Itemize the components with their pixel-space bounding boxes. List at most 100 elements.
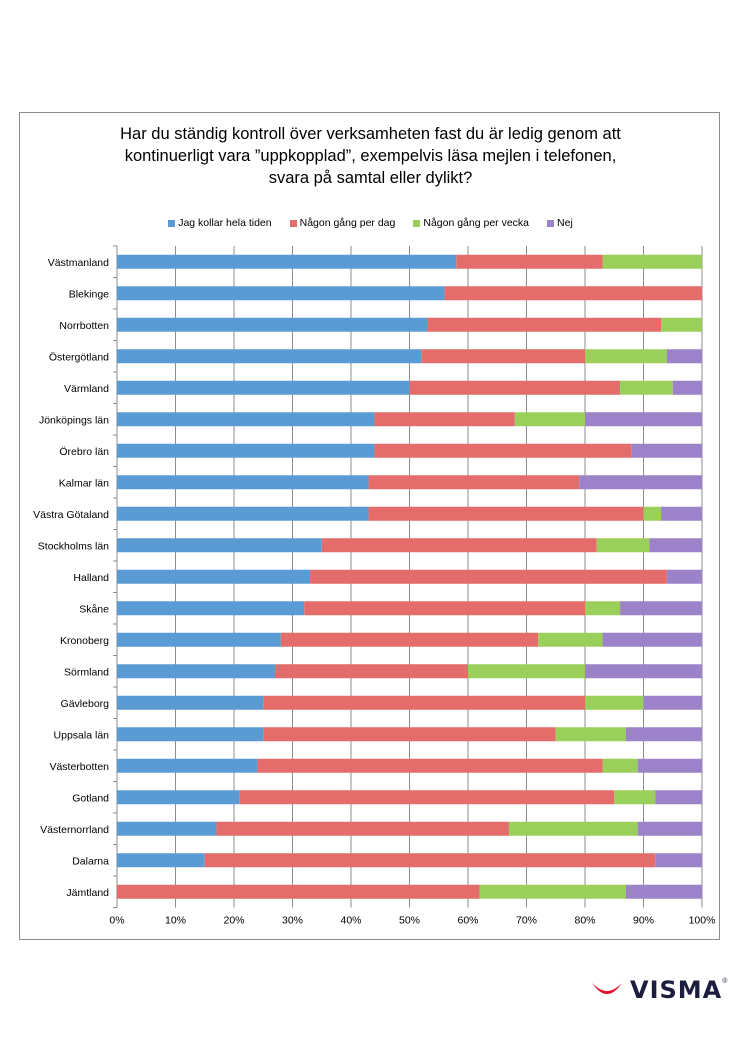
bar-segment: [555, 727, 626, 742]
bar-segment: [655, 853, 702, 868]
bar-segment: [602, 758, 638, 773]
x-tick-label: 90%: [633, 915, 654, 927]
category-label: Dalarna: [72, 855, 109, 867]
bar-segment: [585, 695, 644, 710]
x-tick-label: 100%: [689, 915, 716, 927]
bar-segment: [263, 727, 556, 742]
bar-segment: [117, 412, 375, 427]
bar-segment: [672, 380, 702, 395]
bar-segment: [117, 853, 205, 868]
bar-segment: [117, 601, 305, 616]
bar-segment: [614, 790, 656, 805]
bar-segment: [204, 853, 656, 868]
bar-segment: [538, 632, 603, 647]
x-tick-label: 0%: [109, 915, 124, 927]
x-tick-label: 20%: [223, 915, 244, 927]
bar-segment: [117, 569, 311, 584]
category-label: Gotland: [72, 792, 109, 804]
bar-segment: [117, 884, 480, 899]
bar-segment: [117, 790, 240, 805]
chart-title: Har du ständig kontroll över verksamhete…: [120, 125, 621, 187]
bar-segment: [257, 758, 603, 773]
bar-segment: [661, 506, 702, 521]
x-tick-label: 10%: [165, 915, 186, 927]
category-label: Jämtland: [66, 887, 109, 899]
legend-label: Någon gång per vecka: [423, 217, 530, 229]
bar-segment: [310, 569, 667, 584]
bar-segment: [666, 569, 702, 584]
bar-segment: [117, 349, 422, 364]
bar-segment: [263, 695, 585, 710]
x-tick-label: 80%: [574, 915, 595, 927]
bar-segment: [368, 475, 580, 490]
bar-segment: [117, 286, 445, 301]
category-label: Skåne: [79, 603, 109, 615]
legend-item: Någon gång per vecka: [413, 217, 529, 229]
legend-label: Jag kollar hela tiden: [178, 217, 272, 229]
bar-segment: [117, 254, 457, 269]
legend-swatch: [413, 219, 421, 227]
bar-segment: [585, 601, 621, 616]
bar-segment: [602, 632, 702, 647]
bar-segment: [117, 632, 281, 647]
bar-segment: [579, 475, 702, 490]
legend-swatch: [168, 219, 176, 227]
bar-segment: [643, 506, 662, 521]
bar-segment: [117, 538, 322, 553]
bar-segment: [602, 254, 702, 269]
bar-segment: [620, 601, 702, 616]
bar-segment: [666, 349, 702, 364]
bar-segment: [625, 727, 702, 742]
chart-container: Har du ständig kontroll över verksamhete…: [19, 112, 720, 940]
bar-segment: [117, 664, 275, 679]
category-label: Blekinge: [69, 288, 109, 300]
bar-segment: [596, 538, 650, 553]
x-tick-label: 40%: [340, 915, 361, 927]
bar-segment: [117, 380, 410, 395]
legend-swatch: [547, 219, 555, 227]
bar-segment: [649, 538, 702, 553]
visma-swoosh-icon: [592, 983, 622, 994]
category-label: Örebro län: [59, 446, 109, 458]
bar-segment: [368, 506, 644, 521]
x-tick-label: 50%: [399, 915, 420, 927]
logo-text: VISMA: [630, 976, 723, 1004]
legend-item: Någon gång per dag: [289, 217, 395, 229]
bar-segment: [216, 821, 509, 836]
bar-segment: [421, 349, 585, 364]
category-label: Västmanland: [48, 257, 109, 269]
bar-segment: [585, 664, 702, 679]
category-label: Östergötland: [49, 351, 109, 363]
category-label: Stockholms län: [38, 540, 109, 552]
bar-segment: [304, 601, 585, 616]
x-tick-label: 70%: [516, 915, 537, 927]
bar-segment: [409, 380, 621, 395]
legend-swatch: [289, 219, 297, 227]
bar-segment: [117, 758, 258, 773]
bar-segment: [468, 664, 585, 679]
bar-segment: [117, 317, 428, 332]
bar-segment: [637, 758, 702, 773]
bar-segment: [274, 664, 468, 679]
bar-segment: [508, 821, 638, 836]
category-label: Värmland: [64, 383, 109, 395]
chart-legend: Jag kollar hela tiden Någon gång per dag N…: [20, 217, 721, 229]
bar-segment: [655, 790, 702, 805]
bar-segment: [661, 317, 702, 332]
bar-segment: [117, 727, 264, 742]
bar-segment: [620, 380, 673, 395]
bar-segment: [117, 475, 369, 490]
category-label: Sörmland: [64, 666, 109, 678]
bar-segment: [643, 695, 702, 710]
x-tick-label: 30%: [282, 915, 303, 927]
category-label: Halland: [73, 572, 109, 584]
category-label: Västernorrland: [40, 824, 109, 836]
bar-segment: [280, 632, 539, 647]
bar-segment: [631, 443, 702, 458]
logo-registered-mark: ®: [722, 978, 728, 985]
category-label: Uppsala län: [54, 729, 110, 741]
category-label: Gävleborg: [61, 698, 110, 710]
bar-segment: [625, 884, 702, 899]
bar-segment: [117, 821, 217, 836]
bar-segment: [514, 412, 585, 427]
